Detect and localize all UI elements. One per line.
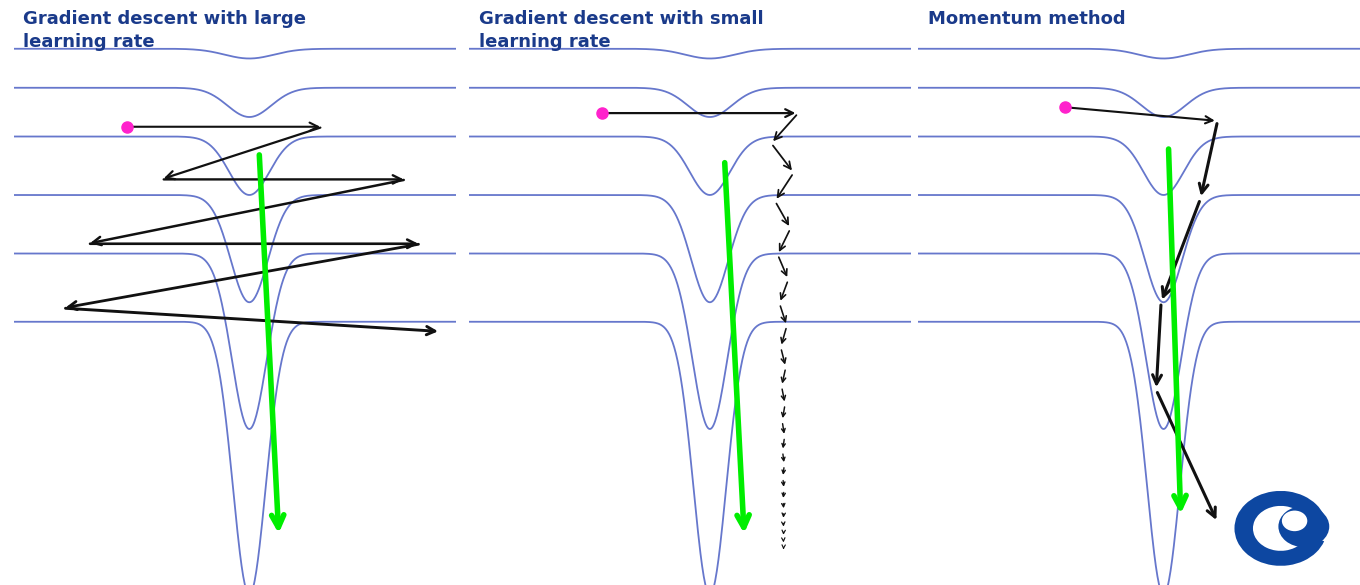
Wedge shape <box>1235 491 1325 566</box>
Circle shape <box>1282 511 1307 531</box>
Circle shape <box>1278 506 1329 547</box>
Text: Gradient descent with small
learning rate: Gradient descent with small learning rat… <box>479 10 764 51</box>
Text: Momentum method: Momentum method <box>928 10 1126 27</box>
Text: Gradient descent with large
learning rate: Gradient descent with large learning rat… <box>23 10 306 51</box>
